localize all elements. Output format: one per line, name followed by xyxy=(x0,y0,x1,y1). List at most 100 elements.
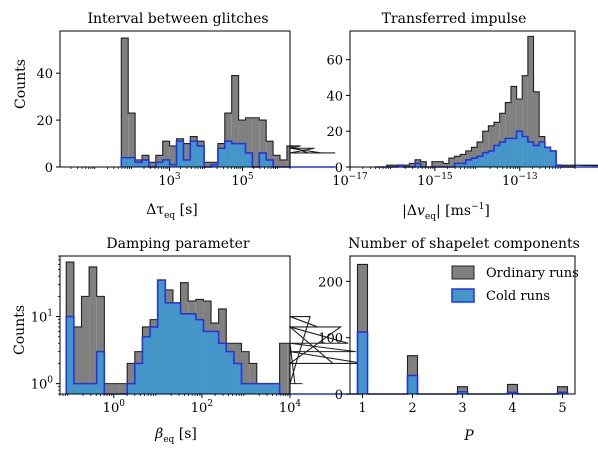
bar xyxy=(460,154,466,167)
bar xyxy=(203,331,212,394)
bar xyxy=(556,165,562,167)
bar xyxy=(169,145,177,167)
bar xyxy=(539,141,545,167)
y-tick-label: 0 xyxy=(335,161,343,176)
bar xyxy=(403,165,410,167)
panel-title: Number of shapelet components xyxy=(348,236,580,252)
panel-title: Interval between glitches xyxy=(87,11,268,27)
bar xyxy=(505,102,511,167)
bar xyxy=(488,125,495,167)
bar xyxy=(573,165,575,167)
panel-title: Damping parameter xyxy=(106,236,250,252)
bar xyxy=(273,155,280,167)
bar xyxy=(89,266,97,394)
bar xyxy=(287,343,290,394)
panel-shapelets: Number of shapelet components 1 2 3 4 5 0 100 2… xyxy=(318,236,580,444)
bar xyxy=(454,156,461,167)
bar xyxy=(437,161,444,167)
bar xyxy=(494,122,500,167)
x-tick-label: 102 xyxy=(191,399,213,416)
bar xyxy=(507,384,518,394)
bar xyxy=(66,316,74,394)
bar xyxy=(544,147,551,167)
bar xyxy=(465,150,472,167)
bar xyxy=(477,141,483,167)
bar xyxy=(550,150,557,167)
bar xyxy=(81,383,90,394)
legend-swatch-ordinary xyxy=(451,265,475,280)
bar xyxy=(190,141,198,167)
bar xyxy=(386,165,393,167)
bar xyxy=(180,313,189,394)
histogram-bars xyxy=(65,261,364,395)
x-tick-label: 105 xyxy=(231,172,254,189)
bar xyxy=(266,141,274,167)
bar xyxy=(157,280,166,394)
bar xyxy=(241,351,250,394)
bar xyxy=(256,383,265,394)
bar xyxy=(73,383,82,394)
bar xyxy=(533,91,540,167)
bar xyxy=(471,147,478,167)
bar xyxy=(127,363,135,394)
series-ordinary xyxy=(356,263,569,395)
bar xyxy=(155,162,163,167)
panel-interval: Interval between glitches 103 105 0 20 40 Co… xyxy=(13,11,336,221)
bar xyxy=(357,332,368,394)
bar xyxy=(183,143,191,167)
bar xyxy=(457,391,468,394)
bar xyxy=(155,155,163,167)
bar xyxy=(420,161,427,167)
bar xyxy=(482,131,489,167)
bar xyxy=(431,161,438,167)
bar xyxy=(188,313,196,394)
bar xyxy=(162,141,170,167)
bar xyxy=(111,383,120,394)
x-tick-label: 2 xyxy=(408,401,416,416)
y-tick-label: 100 xyxy=(318,332,343,347)
bar xyxy=(226,351,234,394)
bar xyxy=(204,162,212,167)
bar xyxy=(561,165,568,167)
x-axis-label: P xyxy=(463,428,474,444)
x-axis-label: |Δveq| [ms−1] xyxy=(402,202,490,222)
bar xyxy=(172,302,181,394)
bar xyxy=(96,296,105,394)
legend-swatch-cold xyxy=(451,288,475,303)
series-outline xyxy=(120,37,336,167)
bar xyxy=(128,113,136,167)
legend: Ordinary runs Cold runs xyxy=(451,265,579,304)
bar xyxy=(241,383,250,394)
bar xyxy=(279,343,288,394)
series-outline xyxy=(356,331,569,395)
bar xyxy=(176,141,184,167)
bar xyxy=(279,159,287,167)
bar xyxy=(409,163,415,167)
bar xyxy=(165,302,173,394)
x-tick-label: 1 xyxy=(358,401,366,416)
bar xyxy=(142,336,151,394)
bar xyxy=(127,383,135,394)
bar xyxy=(224,113,232,167)
bar xyxy=(557,392,568,394)
histogram-bars xyxy=(375,35,598,168)
bar xyxy=(510,138,517,167)
bar xyxy=(245,117,253,167)
bar xyxy=(477,156,483,167)
x-tick-label: 103 xyxy=(158,172,181,189)
x-tick-label: 104 xyxy=(279,399,302,416)
y-axis-label: Counts xyxy=(12,305,28,355)
histogram-bars xyxy=(356,263,569,395)
bar xyxy=(533,145,540,167)
x-axis-label: Δτeq [s] xyxy=(146,202,198,221)
bar xyxy=(407,375,418,394)
bar xyxy=(119,383,128,394)
bar xyxy=(507,392,518,394)
bar xyxy=(357,264,368,394)
bar xyxy=(195,319,204,394)
x-tick-label: 100 xyxy=(103,399,126,416)
bar xyxy=(266,159,274,167)
y-tick-label: 0 xyxy=(335,388,343,403)
series-outline xyxy=(356,263,569,395)
